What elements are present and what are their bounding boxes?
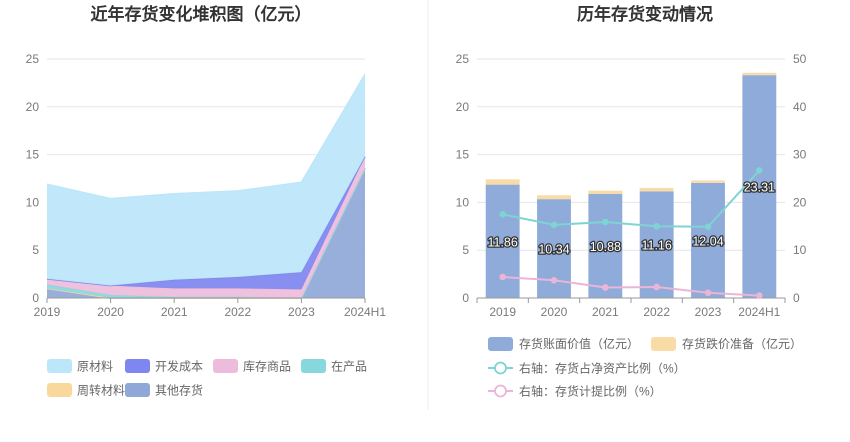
x-tick-label: 2024H1 — [738, 305, 780, 319]
legend-swatch — [47, 383, 72, 397]
x-tick-label: 2022 — [643, 305, 670, 319]
y-tick-label: 15 — [26, 148, 40, 162]
line-point — [500, 274, 506, 280]
y-tick-label: 25 — [26, 52, 40, 66]
y-tick-label: 25 — [456, 52, 470, 66]
legend-label: 周转材料 — [77, 383, 125, 398]
bar-data-label: 23.31 — [744, 181, 775, 195]
chart-left-stacked-area: 0 5 10 15 20 25 2019 2020 2021 2022 2023 2024H1 原材料 开… — [26, 52, 387, 398]
y2-tick-label: 0 — [793, 291, 800, 305]
line-point — [654, 284, 660, 290]
bar-data-label: 11.16 — [641, 239, 671, 253]
legend-swatch — [488, 337, 513, 351]
line-point — [654, 224, 660, 230]
legend-swatch — [125, 359, 150, 373]
legend-label: 库存商品 — [243, 359, 291, 374]
y2-tick-label: 10 — [793, 243, 807, 257]
y-tick-label: 0 — [462, 291, 469, 305]
legend-label: 其他存货 — [155, 383, 203, 398]
bar-provision — [640, 188, 674, 191]
y-tick-label: 5 — [462, 243, 469, 257]
line-point — [551, 222, 557, 228]
bar-data-label: 10.88 — [590, 240, 621, 254]
y-tick-label: 0 — [32, 291, 39, 305]
legend-marker — [495, 386, 506, 397]
line-point — [551, 278, 557, 284]
legend-label: 存货账面价值（亿元） — [519, 336, 639, 351]
bar-data-label: 12.04 — [692, 234, 723, 248]
legend-swatch — [301, 359, 326, 373]
line-point — [603, 285, 609, 291]
bar-data-label: 11.86 — [487, 235, 517, 249]
legend-label: 在产品 — [331, 360, 367, 374]
legend-label: 开发成本 — [155, 359, 203, 374]
x-tick-label: 2024H1 — [344, 305, 386, 319]
chart-right-bar-line: 0 5 10 15 20 25 0 10 20 30 40 50 2019 2020 2021 2022 202… — [456, 52, 807, 399]
y2-tick-label: 20 — [793, 195, 807, 209]
x-tick-label: 2019 — [489, 305, 516, 319]
line-point — [757, 293, 763, 299]
x-tick-label: 2022 — [224, 305, 251, 319]
x-tick-label: 2021 — [161, 305, 188, 319]
line-point — [705, 224, 711, 230]
legend-label: 右轴：存货占净资产比例（%） — [519, 361, 686, 376]
x-tick-label: 2020 — [97, 305, 124, 319]
legend-label: 右轴：存货计提比例（%） — [519, 384, 662, 399]
x-tick-label: 2023 — [288, 305, 315, 319]
y-tick-label: 15 — [456, 148, 470, 162]
x-tick-label: 2019 — [34, 305, 61, 319]
bar-data-label: 10.34 — [538, 243, 569, 257]
line-point — [500, 212, 506, 218]
chart-right-title: 历年存货变动情况 — [577, 4, 713, 24]
x-tick-label: 2020 — [541, 305, 568, 319]
line-point — [705, 290, 711, 296]
y-tick-label: 10 — [26, 195, 40, 209]
y-tick-label: 10 — [456, 195, 470, 209]
bar-provision — [537, 195, 571, 199]
x-tick-label: 2021 — [592, 305, 619, 319]
bar-provision — [742, 73, 776, 75]
legend-swatch — [651, 337, 676, 351]
legend-label: 原材料 — [77, 360, 113, 374]
legend-label: 存货跌价准备（亿元） — [682, 336, 802, 351]
x-tick-label: 2023 — [695, 305, 722, 319]
y2-tick-label: 30 — [793, 148, 807, 162]
y-tick-label: 20 — [456, 100, 470, 114]
y-tick-label: 5 — [32, 243, 39, 257]
legend-swatch — [47, 359, 72, 373]
legend-swatch — [125, 383, 150, 397]
line-point — [603, 219, 609, 225]
bar-provision — [486, 179, 520, 184]
bar-provision — [588, 191, 622, 194]
line-point — [757, 168, 763, 174]
chart-left-title: 近年存货变化堆积图（亿元） — [91, 4, 312, 24]
legend-marker — [495, 363, 506, 374]
bar-provision — [691, 181, 725, 183]
legend-swatch — [213, 359, 238, 373]
y2-tick-label: 50 — [793, 52, 807, 66]
y2-tick-label: 40 — [793, 100, 807, 114]
y-tick-label: 20 — [26, 100, 40, 114]
